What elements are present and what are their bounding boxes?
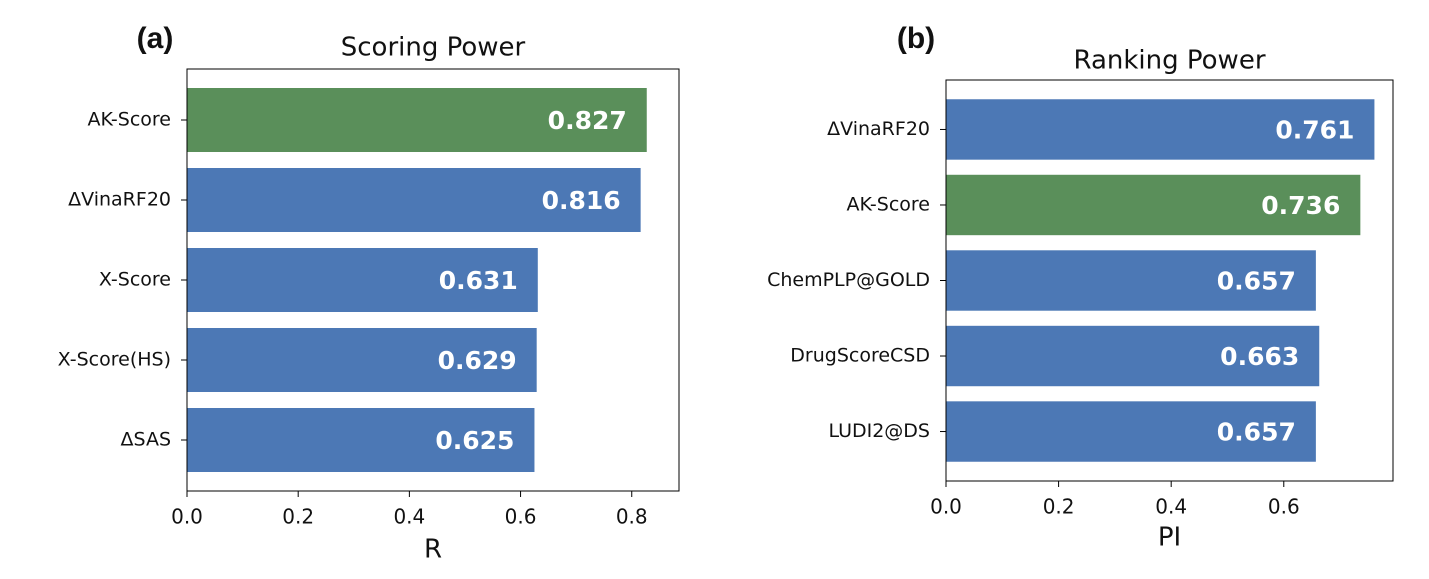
bar — [946, 99, 1375, 160]
y-tick-label: ΔVinaRF20 — [827, 118, 930, 140]
y-tick-label: ΔVinaRF20 — [68, 189, 171, 211]
plot-frame — [186, 68, 680, 492]
bar — [187, 88, 647, 152]
y-tick-label: DrugScoreCSD — [790, 345, 930, 367]
x-tick-label: 0.0 — [930, 495, 962, 519]
bar — [187, 168, 641, 232]
x-tick-label: 0.2 — [1043, 495, 1075, 519]
bar — [187, 248, 538, 312]
value-label: 0.631 — [439, 266, 518, 295]
y-tick-label: X-Score — [99, 269, 171, 291]
x-tick-label: 0.2 — [282, 505, 314, 529]
x-axis-label: R — [424, 535, 442, 565]
chart-title: Ranking Power — [1073, 46, 1265, 76]
panel-label: (a) — [137, 22, 174, 55]
plot-frame — [945, 79, 1394, 482]
value-label: 0.816 — [542, 186, 621, 215]
y-tick-label: LUDI2@DS — [828, 420, 930, 442]
y-tick-label: X-Score(HS) — [58, 349, 171, 371]
value-label: 0.827 — [548, 106, 627, 135]
bar — [946, 325, 1320, 387]
x-tick-label: 0.4 — [393, 505, 425, 529]
bar — [946, 401, 1316, 462]
y-tick-label: ΔSAS — [121, 429, 171, 451]
value-label: 0.657 — [1217, 418, 1296, 447]
value-label: 0.657 — [1217, 267, 1296, 296]
bar — [187, 328, 537, 392]
x-tick-label: 0.0 — [171, 505, 203, 529]
value-label: 0.736 — [1261, 191, 1340, 220]
value-label: 0.663 — [1220, 342, 1299, 371]
chart-title: Scoring Power — [341, 33, 526, 63]
bar — [946, 250, 1316, 311]
x-tick-label: 0.8 — [616, 505, 648, 529]
x-tick-label: 0.6 — [1268, 495, 1300, 519]
value-label: 0.761 — [1275, 115, 1354, 144]
y-tick-label: ChemPLP@GOLD — [767, 269, 930, 291]
x-tick-label: 0.6 — [505, 505, 537, 529]
y-tick-label: AK-Score — [87, 109, 171, 131]
x-axis-label: PI — [1158, 523, 1181, 553]
y-tick-label: AK-Score — [846, 193, 930, 215]
value-label: 0.629 — [438, 346, 517, 375]
x-tick-label: 0.4 — [1155, 495, 1187, 519]
bar — [187, 408, 535, 472]
bar — [946, 174, 1361, 236]
panel-label: (b) — [897, 22, 935, 55]
value-label: 0.625 — [435, 426, 514, 455]
